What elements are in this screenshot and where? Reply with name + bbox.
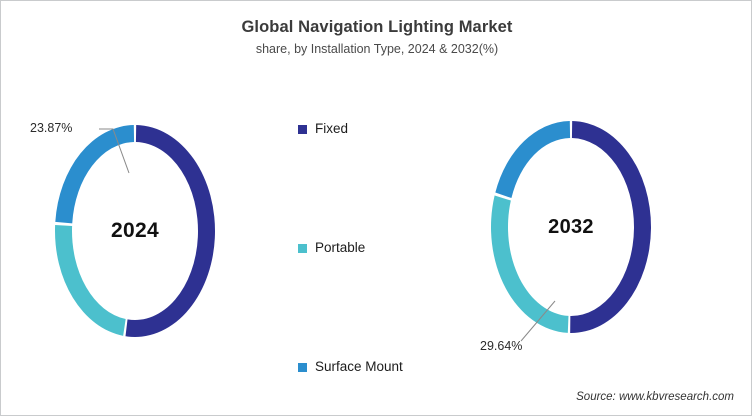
legend-item-portable[interactable]: Portable (298, 240, 458, 256)
donut-slice-2024-fixed[interactable] (125, 125, 215, 338)
donut-slice-2032-surface-mount[interactable] (495, 121, 571, 199)
legend-label-portable: Portable (315, 240, 366, 255)
donut-slice-2024-portable[interactable] (54, 225, 126, 336)
data-label-2032-portable: 29.64% (480, 339, 523, 353)
donut-2024-svg (54, 125, 215, 338)
leader-line-2024 (99, 128, 130, 174)
donut-slice-2032-fixed[interactable] (570, 121, 651, 334)
data-label-2024-surface-mount: 23.87% (30, 121, 73, 135)
legend-label-fixed: Fixed (315, 121, 349, 136)
legend-swatch-icon-surface-mount (298, 362, 307, 372)
leader-line-2032 (520, 300, 556, 342)
donut-2032-svg (491, 121, 651, 334)
donut-slice-2024-surface-mount[interactable] (55, 125, 135, 224)
donut-slice-2032-portable[interactable] (491, 195, 569, 333)
page-title: Global Navigation Lighting Market (241, 18, 513, 36)
legend-swatch-icon-portable (298, 243, 307, 253)
title-block: Global Navigation Lighting Market share,… (1, 17, 751, 58)
legend-label-surface-mount: Surface Mount (315, 359, 403, 374)
donut-chart-2032: 2032 (485, 115, 657, 339)
donut-chart-2024: 2024 (49, 119, 221, 343)
legend-item-surface-mount[interactable]: Surface Mount (298, 359, 458, 375)
legend: Fixed Portable Surface Mount (298, 121, 458, 375)
source-attribution: Source: www.kbvresearch.com (576, 391, 734, 403)
chart-subtitle: share, by Installation Type, 2024 & 2032… (255, 42, 499, 56)
legend-item-fixed[interactable]: Fixed (298, 121, 458, 137)
legend-swatch-icon-fixed (298, 124, 307, 134)
